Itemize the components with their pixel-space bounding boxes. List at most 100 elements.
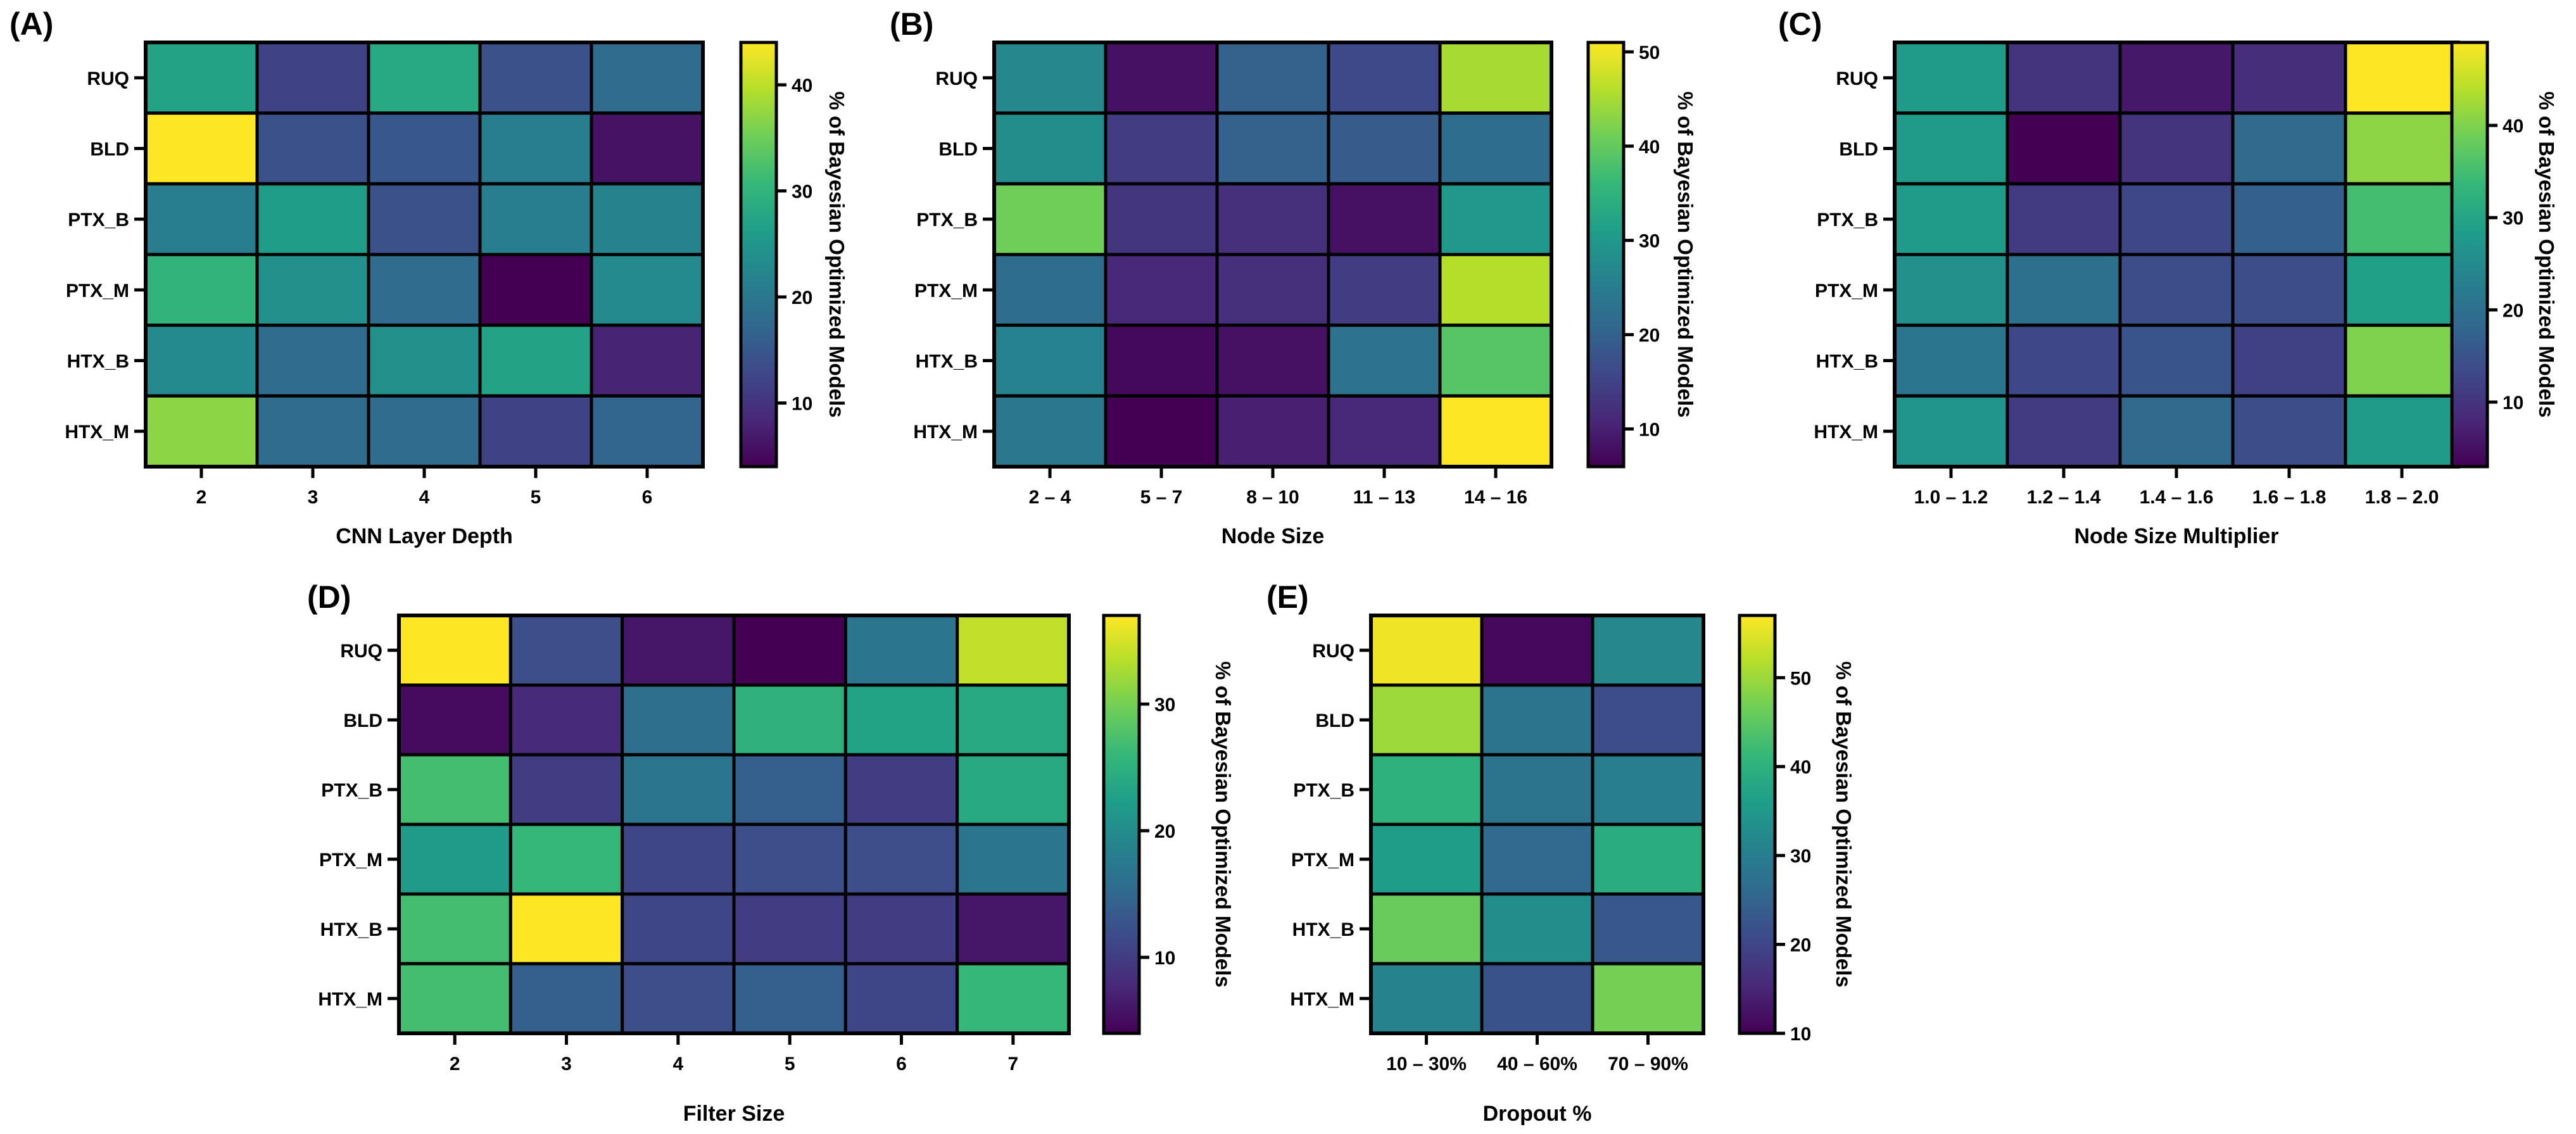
heatmap-cell [2118,111,2235,186]
heatmap-cell [2118,253,2235,327]
x-axis-label: Filter Size [683,1102,785,1126]
heatmap-cell [2118,41,2235,115]
heatmap-cell [1327,182,1442,256]
heatmap-cell [1438,394,1553,469]
colorbar-tick-label: 30 [1790,846,1811,867]
heatmap-cell [1480,892,1594,966]
heatmap-cell [621,892,736,966]
y-tick-label: BLD [1839,139,1878,160]
x-tick-label: 1.2 – 1.4 [2027,487,2101,508]
heatmap-cell [590,182,705,256]
y-tick-label: BLD [1315,710,1354,731]
heatmap-cell [1591,614,1705,687]
heatmap-cell [144,253,259,327]
heatmap-cell [732,962,847,1035]
heatmap-cell [2231,394,2347,469]
x-tick-label: 70 – 90% [1608,1054,1688,1074]
heatmap-cell [397,753,512,826]
heatmap-cell [2005,253,2122,327]
heatmap-cell [2005,324,2122,398]
heatmap-cell [732,822,847,896]
heatmap-cell [956,892,1071,966]
x-axis-label: CNN Layer Depth [336,524,513,548]
x-tick-label: 5 [785,1054,795,1074]
heatmap-cell [1327,41,1442,115]
heatmap-cell [843,614,959,687]
heatmap-cell [2005,394,2122,469]
colorbar [1102,614,1141,1035]
heatmap-cell [621,614,736,687]
heatmap-cell [590,111,705,186]
colorbar-tick-label: 10 [1154,948,1175,969]
heatmap-panel: (C) RUQ BLD PTX_B PTX_M HTX_B HTX_M 1.0 – 1.2 1.… [1778,6,2558,548]
heatmap-cell [843,822,959,896]
panel-label: (A) [9,6,53,42]
heatmap-cell [2231,253,2347,327]
heatmap-cell [478,111,593,186]
colorbar-tick-label: 10 [1790,1024,1811,1045]
heatmap-cell [478,253,593,327]
colorbar-tick-label: 40 [1790,757,1811,778]
heatmap-cell [508,683,624,757]
heatmap-cell [1480,753,1594,826]
heatmap-cell [2231,182,2347,256]
heatmap-cell [1893,324,2009,398]
heatmap-cell [2005,182,2122,256]
heatmap-cell [367,41,482,115]
heatmap-cell [2005,111,2122,186]
heatmap-cell [508,962,624,1035]
x-axis-label: Dropout % [1483,1102,1592,1126]
heatmap-cell [732,753,847,826]
colorbar-tick-label: 20 [1790,935,1811,956]
y-tick-label: PTX_M [319,850,382,871]
heatmap-panel: (D) RUQ BLD PTX_B PTX_M HTX_B HTX_M 2 3 4 5 6 7 Filte… [307,579,1235,1126]
x-tick-label: 4 [672,1054,683,1074]
colorbar-label: % of Bayesian Optimized Models [1211,661,1235,987]
x-tick-label: 1.8 – 2.0 [2365,487,2439,508]
heatmap-cell [956,822,1071,896]
heatmap-cell [255,324,370,398]
heatmap-cell [1438,182,1553,256]
colorbar-label: % of Bayesian Optimized Models [825,91,849,417]
heatmap-cell [2231,41,2347,115]
y-tick-label: BLD [90,139,129,160]
heatmap-panel: (E) RUQ BLD PTX_B PTX_M HTX_B HTX_M 10 – 30% 40 … [1266,579,1855,1126]
colorbar-tick-label: 20 [1154,821,1175,842]
x-axis-label: Node Size Multiplier [2074,524,2278,548]
heatmap-cell [2118,324,2235,398]
y-tick-label: RUQ [1836,68,1878,89]
y-tick-label: RUQ [1312,641,1354,662]
x-tick-label: 11 – 13 [1353,487,1415,508]
heatmap-cell [1591,683,1705,757]
heatmap-cell [478,324,593,398]
y-tick-label: PTX_B [68,210,129,230]
heatmap-cell [843,753,959,826]
heatmap-cell [1480,614,1594,687]
y-tick-label: PTX_M [1815,280,1878,301]
y-tick-label: HTX_M [1814,422,1878,443]
colorbar-tick-label: 40 [1639,137,1660,158]
heatmap-cell [1104,182,1219,256]
y-tick-label: PTX_M [66,280,129,301]
heatmap-cell [1591,753,1705,826]
colorbar-tick-label: 30 [1639,231,1660,252]
heatmap-cell [843,683,959,757]
heatmap-cell [1893,253,2009,327]
y-tick-label: HTX_M [913,422,978,443]
heatmap-cell [367,182,482,256]
heatmap-cell [1104,324,1219,398]
colorbar-tick-label: 20 [792,287,812,308]
heatmap-cell [621,683,736,757]
heatmap-cell [2231,111,2347,186]
heatmap-cell [255,41,370,115]
y-tick-label: PTX_B [916,210,978,230]
heatmap-cell [1215,41,1330,115]
heatmap-cell [255,111,370,186]
heatmap-cell [144,111,259,186]
heatmap-cell [1327,324,1442,398]
heatmap-cell [1369,822,1484,896]
heatmap-cell [1369,892,1484,966]
heatmap-cell [992,111,1108,186]
heatmap-cell [1438,41,1553,115]
colorbar-tick-label: 10 [792,394,812,415]
